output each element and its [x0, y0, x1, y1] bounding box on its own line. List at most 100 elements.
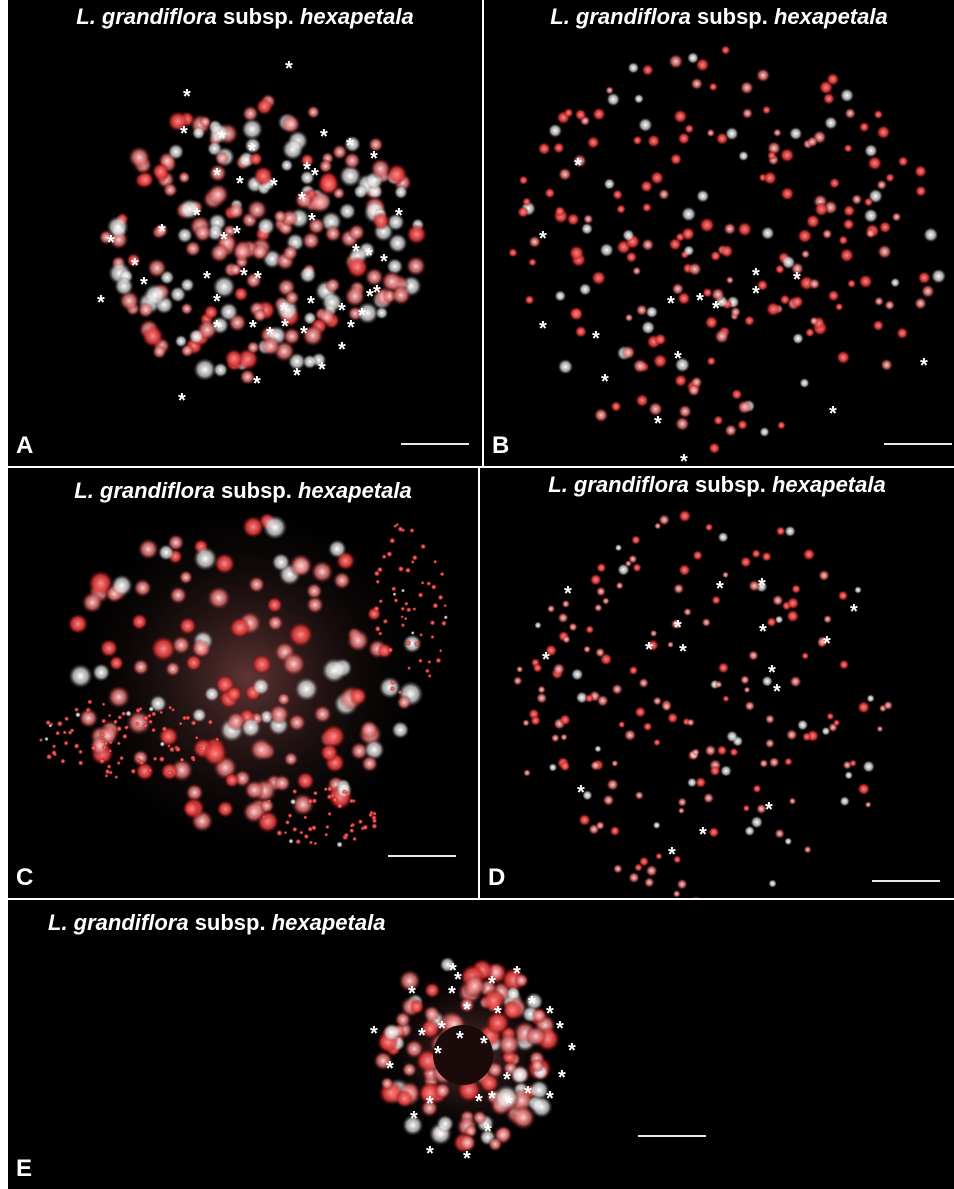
panel-title: L. grandiflora subsp. hexapetala [74, 478, 412, 503]
chromosome-spot [883, 700, 894, 711]
chromosome-spot [51, 744, 57, 749]
chromosome-spot [821, 726, 831, 736]
chromosome-spot [645, 305, 659, 319]
chromosome-spot [68, 663, 93, 689]
chromosome-spot [430, 634, 435, 640]
chromosome-spot [805, 214, 821, 229]
chromosome-spot [382, 618, 389, 625]
chromosome-spot [63, 716, 70, 722]
asterisk-marker: * [213, 291, 221, 313]
asterisk-marker: * [449, 960, 457, 982]
chromosome-spot [622, 228, 635, 242]
chromosome-spot [372, 811, 377, 817]
chromosome-spot [589, 760, 601, 771]
chromosome-spot [816, 635, 829, 648]
chromosome-spot [167, 744, 171, 748]
panel-title: L. grandiflora subsp. hexapetala [76, 4, 414, 29]
chromosome-spot [666, 641, 675, 649]
asterisk-marker: * [546, 1003, 554, 1025]
chromosome-spot [838, 235, 849, 246]
chromosome-spot [406, 223, 428, 245]
chromosome-spot [336, 802, 343, 810]
asterisk-marker: * [454, 969, 462, 991]
asterisk-marker: * [484, 1121, 492, 1143]
asterisk-marker: * [524, 1083, 532, 1105]
chromosome-spot [204, 686, 220, 702]
chromosome-spot [410, 631, 415, 635]
chromosome-spot [586, 135, 600, 149]
chromosome-spot [666, 712, 679, 724]
chromosome-spot [729, 747, 739, 757]
chromosome-spot [641, 238, 655, 252]
chromosome-spot [371, 211, 391, 231]
chromosome-spot [400, 623, 406, 628]
chromosome-spot [884, 299, 896, 311]
chromosome-spot [146, 257, 168, 279]
chromosome-spot [864, 801, 872, 809]
chromosome-spot [593, 603, 603, 613]
chromosome-spot [611, 683, 624, 696]
chromosome-spot [546, 604, 556, 614]
chromosome-spot [138, 706, 143, 712]
chromosome-spot [832, 719, 841, 727]
chromosome-spot [873, 296, 885, 307]
asterisk-marker: * [370, 1023, 378, 1045]
chromosome-spot [790, 295, 804, 309]
asterisk-marker: * [668, 844, 676, 866]
chromosome-spot [130, 768, 137, 775]
chromosome-spot [690, 77, 704, 91]
chromosome-spot [713, 415, 724, 426]
chromosome-spot [638, 856, 650, 867]
chromosome-spot [427, 659, 432, 665]
chromosome-spot [618, 720, 626, 729]
chromosome-spot [346, 628, 371, 653]
chromosome-spot [528, 257, 537, 267]
chromosome-spot [596, 562, 607, 573]
chromosome-spot [602, 794, 615, 807]
chromosome-spot [102, 745, 108, 751]
chromosome-spot [864, 143, 878, 158]
chromosome-spot [760, 226, 775, 240]
asterisk-marker: * [193, 205, 201, 227]
chromosome-spot [880, 358, 894, 372]
asterisk-marker: * [503, 1069, 511, 1091]
chromosome-spot [183, 800, 200, 818]
chromosome-spot [191, 707, 207, 723]
chromosome-spot [73, 743, 80, 750]
chromosome-spot [343, 285, 367, 308]
asterisk-marker: * [213, 317, 221, 339]
chromosome-spot [715, 132, 729, 146]
chromosome-spot [427, 673, 432, 679]
chromosome-spot [684, 123, 695, 134]
chromosome-spot [708, 82, 718, 92]
chromosome-spot [214, 737, 220, 742]
chromosome-spot [550, 733, 560, 743]
asterisk-marker: * [285, 58, 293, 80]
chromosome-spot [420, 1098, 439, 1118]
chromosome-spot [213, 552, 236, 575]
chromosome-spot [299, 170, 315, 186]
chromosome-spot [378, 676, 401, 699]
chromosome-spot [396, 694, 412, 711]
chromosome-spot [348, 798, 355, 804]
chromosome-spot [673, 855, 682, 864]
chromosome-spot [789, 126, 803, 141]
chromosome-spot [132, 658, 150, 676]
chromosome-spot [336, 841, 343, 848]
chromosome-spot [843, 204, 856, 217]
chromosome-spot [284, 289, 300, 306]
chromosome-spot [839, 247, 855, 263]
chromosome-spot [646, 639, 659, 652]
chromosome-spot [510, 1104, 537, 1131]
chromosome-spot [768, 756, 780, 768]
asterisk-marker: * [418, 1025, 426, 1047]
asterisk-marker: * [410, 1108, 418, 1130]
panel-title: L. grandiflora subsp. hexapetala [548, 472, 886, 497]
chromosome-spot [401, 1061, 418, 1078]
asterisk-marker: * [773, 681, 781, 703]
chromosome-spot [347, 223, 366, 242]
asterisk-marker: * [338, 300, 346, 322]
chromosome-spot [117, 714, 123, 720]
chromosome-spot [842, 760, 853, 770]
chromosome-spot [837, 590, 849, 601]
